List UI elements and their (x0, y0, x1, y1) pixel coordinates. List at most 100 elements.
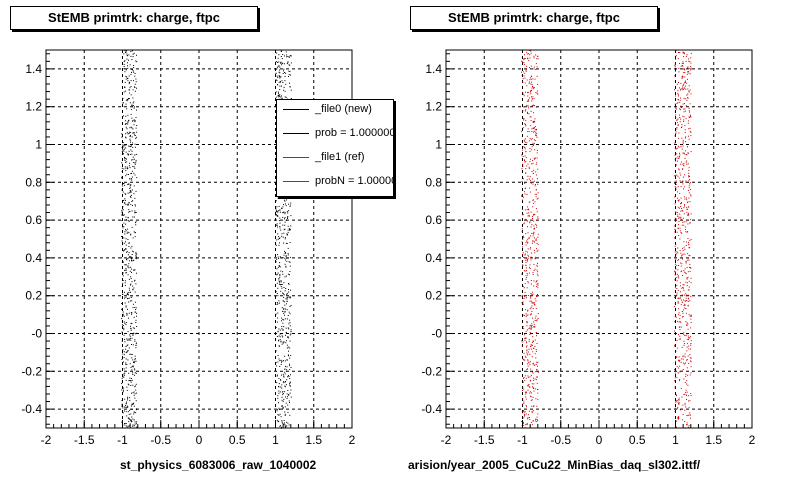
data-point (277, 303, 279, 305)
data-point (124, 372, 126, 374)
data-point (686, 208, 688, 210)
data-point (126, 386, 128, 388)
data-point (135, 389, 137, 391)
data-point (127, 350, 129, 352)
data-point (525, 337, 527, 339)
data-point (537, 197, 539, 199)
data-point (689, 315, 691, 317)
data-point (286, 298, 288, 300)
data-point (531, 411, 533, 413)
data-point (685, 312, 687, 314)
data-point (526, 259, 528, 261)
data-point (530, 181, 532, 183)
data-point (529, 380, 531, 382)
data-point (686, 267, 688, 268)
data-point (286, 393, 288, 395)
data-point (125, 137, 127, 139)
data-point (126, 166, 128, 168)
data-point (684, 125, 686, 127)
data-point (685, 80, 686, 82)
data-point (536, 269, 538, 271)
data-point (124, 280, 126, 282)
data-point (289, 228, 291, 230)
data-point (683, 355, 685, 357)
data-point (122, 376, 124, 378)
data-point (290, 331, 292, 333)
data-point (289, 204, 291, 206)
data-point (537, 216, 539, 218)
data-point (134, 143, 136, 145)
data-point (281, 257, 283, 259)
data-point (524, 187, 526, 189)
data-point (286, 300, 288, 302)
data-point (280, 229, 282, 231)
data-point (524, 359, 526, 361)
data-point (684, 198, 686, 200)
data-point (524, 413, 526, 415)
data-point (134, 132, 136, 134)
data-point (688, 243, 690, 245)
data-point (289, 265, 291, 267)
data-point (689, 179, 691, 181)
data-point (285, 266, 287, 268)
data-point (126, 100, 128, 102)
data-point (689, 103, 691, 105)
data-point (130, 173, 132, 175)
data-point (124, 199, 126, 201)
y-tick-label: 0.6 (425, 213, 442, 227)
data-point (121, 340, 123, 342)
y-axis: -0.4-0.2-00.20.40.60.811.21.4 (421, 53, 454, 425)
data-point (684, 108, 686, 110)
data-point (123, 373, 125, 375)
data-point (525, 161, 527, 163)
data-point (525, 233, 527, 235)
data-point (134, 120, 136, 122)
data-point (131, 172, 132, 174)
data-point (128, 347, 130, 349)
data-point (289, 261, 291, 263)
data-point (685, 406, 687, 408)
data-point (680, 387, 682, 389)
data-point (535, 184, 536, 185)
data-point (279, 274, 281, 275)
data-point (533, 120, 535, 122)
data-point (527, 238, 529, 240)
data-point (526, 346, 527, 348)
data-point (532, 362, 534, 364)
data-point (130, 283, 132, 285)
data-point (123, 376, 125, 378)
data-point (686, 333, 688, 335)
data-point (287, 62, 289, 64)
data-point (289, 365, 291, 367)
data-point (674, 279, 676, 281)
data-point (689, 69, 691, 71)
data-point (682, 358, 684, 360)
data-point (682, 181, 684, 182)
data-point (125, 126, 127, 128)
data-point (675, 183, 677, 185)
data-point (537, 275, 539, 277)
data-point (681, 396, 683, 398)
data-point (525, 398, 527, 400)
data-point (528, 362, 530, 364)
data-point (525, 109, 527, 111)
data-point (278, 265, 280, 266)
data-point (121, 308, 123, 310)
data-point (681, 137, 683, 139)
data-point (690, 315, 692, 317)
data-point (276, 304, 278, 305)
data-point (128, 92, 130, 94)
data-point (683, 394, 685, 395)
data-point (687, 231, 689, 233)
data-point (523, 421, 524, 423)
data-point (674, 330, 675, 332)
data-point (529, 268, 531, 269)
data-point (530, 50, 532, 52)
data-point (278, 220, 280, 222)
data-point (689, 61, 691, 63)
data-points (121, 50, 292, 429)
data-point (686, 154, 688, 156)
data-point (284, 250, 286, 252)
data-point (677, 416, 679, 417)
data-point (531, 323, 533, 325)
